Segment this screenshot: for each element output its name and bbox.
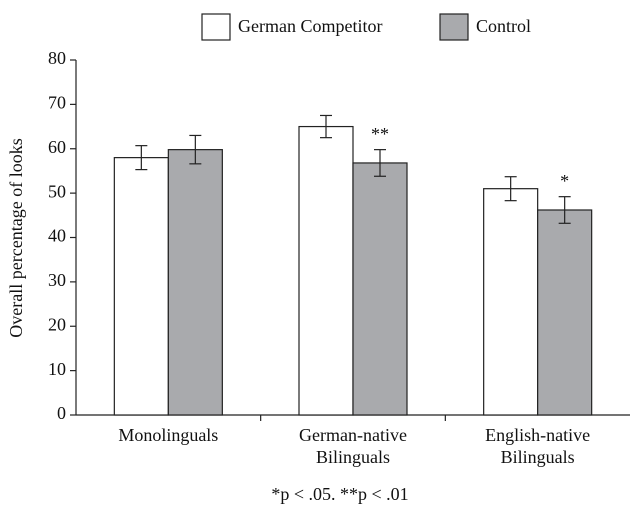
annotation: **: [371, 124, 389, 144]
x-tick-label: Bilinguals: [316, 447, 390, 467]
bar: [298, 125, 354, 416]
x-tick-label: German-native: [299, 425, 407, 445]
bar: [167, 149, 223, 416]
y-tick-label: 0: [57, 403, 66, 423]
x-tick-label: Bilinguals: [501, 447, 575, 467]
y-tick-label: 70: [48, 93, 66, 113]
y-tick-label: 20: [48, 314, 66, 334]
x-tick-label: Monolinguals: [118, 425, 218, 445]
bar: [483, 188, 539, 416]
y-tick-label: 60: [48, 137, 66, 157]
error-bar: [135, 145, 148, 171]
annotation: *: [560, 171, 569, 191]
bar: [537, 209, 593, 416]
error-bar: [558, 196, 571, 224]
error-bar: [320, 114, 332, 139]
error-bar: [374, 149, 386, 177]
footnote: *p < .05. **p < .01: [271, 484, 408, 504]
error-bar: [189, 134, 202, 165]
legend-swatch: [439, 13, 469, 41]
bar: [352, 162, 408, 416]
y-tick-label: 30: [48, 270, 66, 290]
legend-swatch: [201, 13, 231, 41]
y-tick-label: 50: [48, 181, 66, 201]
x-tick-label: English-native: [485, 425, 590, 445]
error-bar: [504, 176, 517, 202]
y-tick-label: 10: [48, 359, 66, 379]
bar: [113, 157, 169, 416]
y-tick-label: 80: [48, 48, 66, 68]
legend-label: Control: [476, 16, 531, 36]
y-axis-label: Overall percentage of looks: [6, 138, 26, 337]
legend-label: German Competitor: [238, 16, 382, 36]
y-tick-label: 40: [48, 226, 66, 246]
